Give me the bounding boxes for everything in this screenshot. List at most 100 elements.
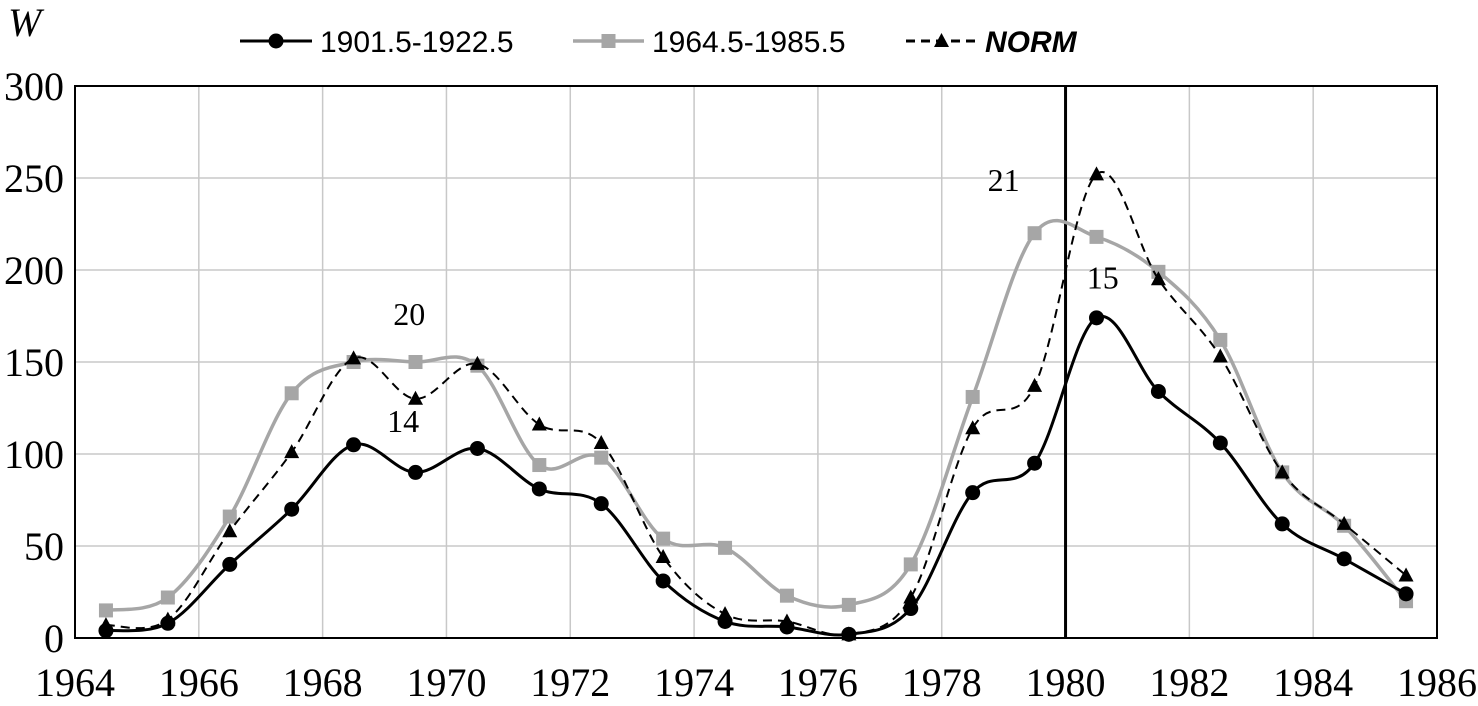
data-point-square (601, 34, 616, 48)
data-point-square (965, 389, 980, 404)
data-point-triangle (531, 416, 547, 431)
data-point-square (222, 509, 237, 524)
data-point-square (284, 386, 299, 401)
cycle-number-label: 15 (1087, 259, 1119, 295)
data-point-triangle (1089, 166, 1104, 181)
y-tick-label: 0 (44, 616, 64, 661)
data-point-circle (1274, 516, 1290, 532)
data-point-circle (531, 481, 547, 497)
data-point-triangle (1150, 271, 1166, 286)
data-point-circle (160, 615, 176, 631)
y-tick-label: 250 (4, 156, 64, 201)
plot-border (74, 85, 1438, 639)
series-line (105, 314, 1407, 637)
data-point-circle (655, 573, 671, 589)
data-point-square (1213, 332, 1228, 347)
plot-frame (74, 85, 1438, 639)
data-point-triangle (469, 355, 485, 370)
series-line (105, 171, 1407, 637)
data-point-triangle (965, 420, 981, 435)
data-point-triangle (655, 549, 671, 564)
data-point-circle (1398, 586, 1414, 602)
x-tick-label: 1986 (1397, 660, 1477, 705)
x-tick-label: 1980 (1026, 660, 1106, 705)
data-point-square (1089, 229, 1104, 244)
data-point-triangle (934, 33, 949, 47)
series-group (98, 166, 1414, 642)
legend-item: 1901.5-1922.5 (240, 26, 514, 59)
data-point-circle (779, 619, 795, 635)
data-point-circle (965, 485, 981, 501)
data-point-square (841, 597, 856, 612)
series-triangle (98, 166, 1414, 641)
data-point-square (779, 588, 794, 603)
cycle-number-label: 14 (387, 403, 419, 439)
y-tick-label: 300 (4, 64, 64, 109)
y-tick-label: 50 (24, 524, 64, 569)
data-point-circle (903, 601, 919, 617)
data-point-square (656, 531, 671, 546)
legend-item: NORM (906, 26, 1078, 59)
y-tick-label: 200 (4, 248, 64, 293)
x-tick-label: 1984 (1273, 660, 1353, 705)
series-circle (98, 310, 1414, 642)
x-tick-label: 1978 (902, 660, 982, 705)
tick-labels: 1964 1966 1968 1970 1972 1974 1976 1978 1980 1982… (4, 64, 1477, 705)
data-point-square (718, 540, 733, 555)
legend-item: 1964.5-1985.5 (573, 26, 846, 59)
data-point-circle (284, 501, 300, 517)
legend-label: 1964.5-1985.5 (652, 26, 846, 59)
data-point-triangle (1027, 377, 1043, 392)
legend-label: 1901.5-1922.5 (320, 26, 514, 59)
x-tick-label: 1966 (159, 660, 239, 705)
data-point-triangle (222, 523, 238, 538)
data-point-circle (469, 440, 485, 456)
data-point-triangle (1336, 515, 1352, 530)
data-point-square (160, 590, 175, 605)
data-point-circle (1150, 383, 1166, 399)
y-axis-label: W (8, 0, 45, 45)
y-tick-label: 100 (4, 432, 64, 477)
data-point-circle (98, 623, 114, 639)
data-point-square (594, 450, 609, 465)
legend: 1901.5-1922.5 1964.5-1985.5 NORM (240, 26, 1078, 59)
data-point-circle (1212, 435, 1228, 451)
x-tick-label: 1974 (654, 660, 734, 705)
data-point-triangle (593, 434, 609, 449)
y-tick-label: 150 (4, 340, 64, 385)
series-square (98, 219, 1414, 618)
data-point-triangle (903, 589, 919, 604)
x-tick-label: 1976 (778, 660, 858, 705)
data-point-square (903, 557, 918, 572)
x-tick-label: 1964 (35, 660, 115, 705)
data-point-circle (841, 626, 857, 642)
data-point-triangle (284, 444, 300, 459)
x-tick-label: 1982 (1149, 660, 1229, 705)
cycle-number-label: 20 (393, 296, 425, 332)
data-point-square (1027, 226, 1042, 241)
data-point-circle (1089, 310, 1104, 326)
cycle-number-label: 21 (988, 162, 1020, 198)
x-tick-label: 1972 (530, 660, 610, 705)
data-point-triangle (1274, 464, 1290, 479)
x-tick-label: 1970 (406, 660, 486, 705)
data-point-circle (1336, 551, 1352, 567)
data-point-circle (408, 464, 423, 480)
data-point-square (532, 458, 547, 473)
data-point-triangle (346, 350, 362, 365)
x-tick-label: 1968 (283, 660, 363, 705)
data-point-circle (222, 556, 238, 572)
data-point-triangle (1398, 567, 1414, 582)
legend-label: NORM (985, 26, 1078, 59)
data-point-square (408, 355, 423, 369)
series-line (105, 219, 1408, 613)
data-point-circle (268, 33, 284, 49)
data-point-circle (593, 496, 609, 512)
data-point-triangle (408, 390, 423, 405)
data-point-square (98, 603, 113, 618)
annotations: 20 14 21 15 (387, 162, 1119, 439)
data-point-circle (346, 437, 362, 453)
data-point-circle (1027, 455, 1043, 471)
data-point-triangle (1212, 348, 1228, 363)
